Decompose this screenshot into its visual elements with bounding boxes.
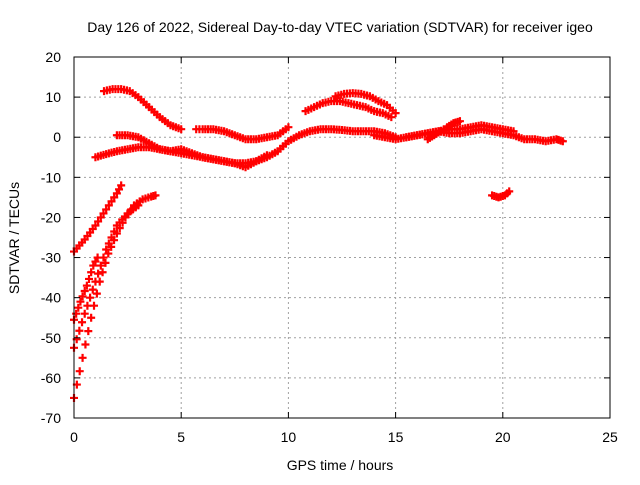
data-point xyxy=(98,268,107,277)
data-point xyxy=(102,205,111,214)
data-point xyxy=(177,125,186,134)
data-point xyxy=(78,292,87,301)
data-point xyxy=(85,274,94,283)
data-point xyxy=(96,261,105,270)
data-point xyxy=(78,353,87,362)
data-point xyxy=(509,127,518,136)
y-tick-label: 10 xyxy=(45,89,61,105)
data-point xyxy=(110,227,119,236)
series-arc-9 xyxy=(301,97,396,122)
data-point xyxy=(89,261,98,270)
data-point xyxy=(110,193,119,202)
series-arc-14 xyxy=(488,187,514,202)
x-tick-label: 10 xyxy=(281,429,297,445)
data-point xyxy=(107,197,116,206)
data-point xyxy=(104,201,113,210)
data-point xyxy=(75,367,84,376)
data-point xyxy=(96,213,105,222)
data-point xyxy=(134,201,143,210)
series-arc-10 xyxy=(331,89,400,118)
data-point xyxy=(151,191,160,200)
series-arc-5 xyxy=(100,85,186,134)
data-point xyxy=(284,123,293,132)
x-tick-label: 15 xyxy=(388,429,404,445)
data-series xyxy=(70,85,567,402)
data-point xyxy=(102,245,111,254)
data-point xyxy=(86,293,95,302)
data-point xyxy=(104,249,113,258)
data-point xyxy=(82,281,91,290)
data-point xyxy=(88,285,97,294)
x-axis-label: GPS time / hours xyxy=(287,457,394,473)
data-point xyxy=(391,109,400,118)
data-point xyxy=(72,309,81,318)
y-tick-label: -20 xyxy=(41,209,61,225)
data-point xyxy=(99,209,108,218)
data-point xyxy=(92,289,101,298)
y-tick-label: -50 xyxy=(41,330,61,346)
y-tick-label: -30 xyxy=(41,250,61,266)
axis-ticks: 0 5 10 15 20 25 -70 -60 -50 -40 -30 -20 -10 0 10 20 xyxy=(41,49,618,445)
x-tick-label: 5 xyxy=(177,429,185,445)
y-axis-label: SDTVAR / TECUs xyxy=(6,182,22,294)
series-arc-7 xyxy=(112,131,271,172)
x-tick-label: 20 xyxy=(495,429,511,445)
data-point xyxy=(76,297,85,306)
x-tick-label: 25 xyxy=(602,429,618,445)
y-tick-label: -40 xyxy=(41,290,61,306)
y-tick-label: -10 xyxy=(41,169,61,185)
y-tick-label: 0 xyxy=(53,129,61,145)
data-point xyxy=(117,181,126,190)
data-point xyxy=(94,269,103,278)
data-point xyxy=(87,268,96,277)
series-arc-8 xyxy=(192,123,293,144)
x-tick-label: 0 xyxy=(70,429,78,445)
series-arc-4 xyxy=(70,201,143,352)
data-point xyxy=(387,113,396,122)
data-point xyxy=(80,309,89,318)
data-point xyxy=(78,318,87,327)
data-point xyxy=(558,137,567,146)
data-point xyxy=(112,189,121,198)
data-point xyxy=(99,253,108,262)
data-point xyxy=(91,257,100,266)
data-point xyxy=(101,258,110,267)
data-point xyxy=(107,233,116,242)
data-point xyxy=(84,327,93,336)
data-point xyxy=(104,239,113,248)
plot-frame xyxy=(73,56,611,419)
y-tick-label: 20 xyxy=(45,49,61,65)
y-tick-label: -70 xyxy=(41,410,61,426)
series-arc-13 xyxy=(423,117,464,144)
data-point xyxy=(455,117,464,126)
data-point xyxy=(91,221,100,230)
data-point xyxy=(75,326,84,335)
data-point xyxy=(87,313,96,322)
data-point xyxy=(80,286,89,295)
data-point xyxy=(115,185,124,194)
series-arc-1 xyxy=(70,181,126,256)
data-point xyxy=(81,340,90,349)
data-point xyxy=(83,301,92,310)
data-point xyxy=(262,151,271,160)
data-point xyxy=(505,187,514,196)
data-point xyxy=(74,303,83,312)
y-tick-label: -60 xyxy=(41,370,61,386)
data-point xyxy=(94,217,103,226)
chart-title: Day 126 of 2022, Sidereal Day-to-day VTE… xyxy=(87,19,593,35)
data-point xyxy=(91,277,100,286)
series-arc-2 xyxy=(70,253,102,324)
